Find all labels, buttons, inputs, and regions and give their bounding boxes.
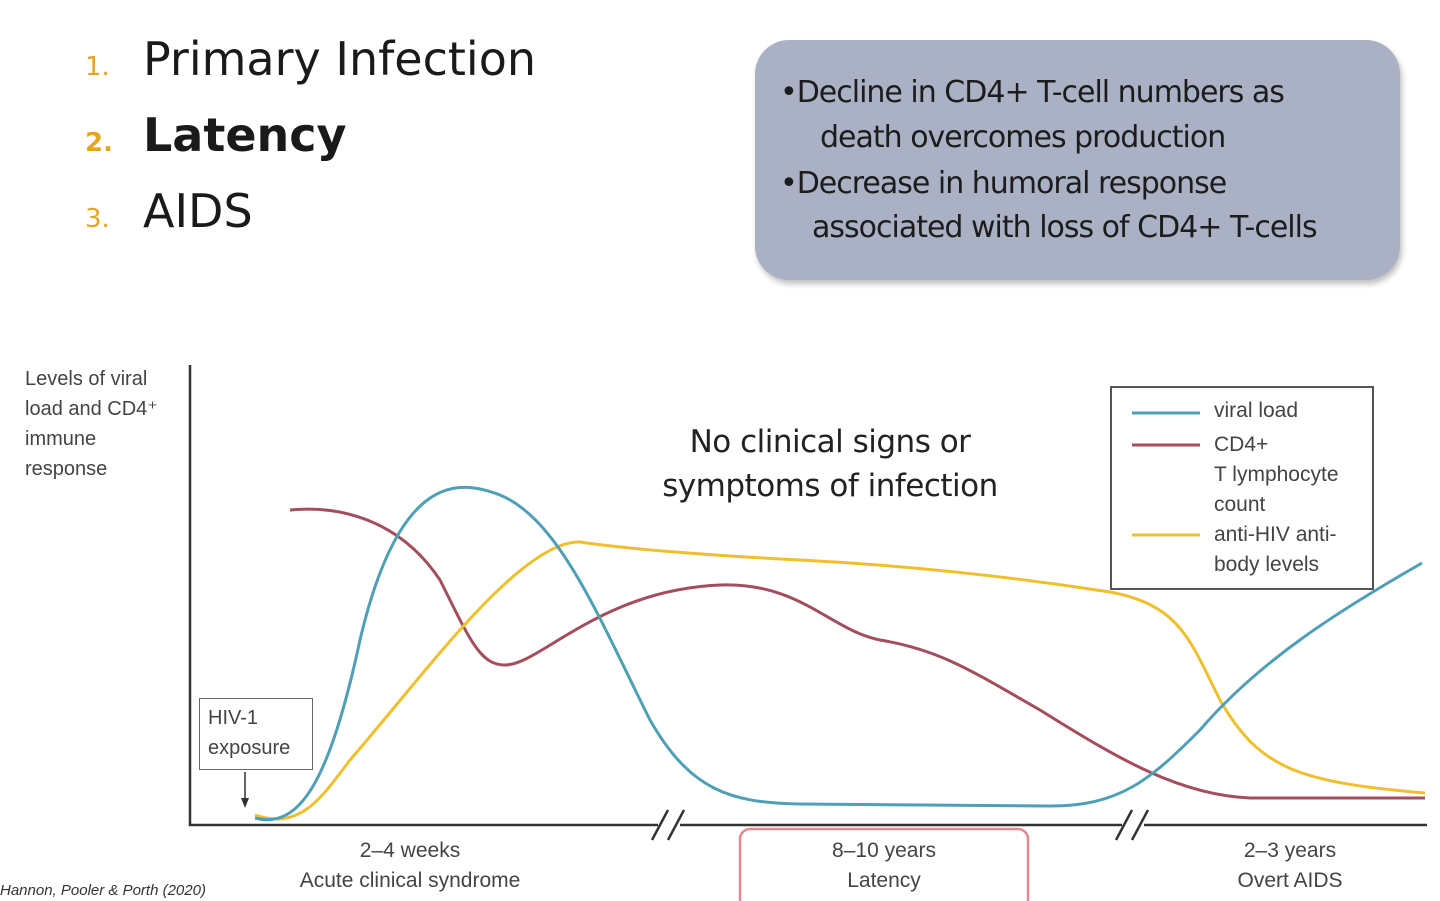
legend-label-cd4: count [1214, 493, 1266, 516]
legend-label-viral: viral load [1214, 399, 1299, 422]
axis-break-2 [1114, 809, 1150, 841]
legend-label-cd4: CD4+ [1214, 433, 1269, 456]
legend-label-cd4: T lymphocyte [1214, 463, 1339, 486]
cd4-count-line [289, 507, 1425, 800]
legend: viral load CD4+ T lymphocyte count anti-… [1110, 386, 1374, 590]
y-axis-label: Levels of viral load and CD4⁺ immune res… [25, 368, 158, 480]
callout-line: death overcomes production [820, 120, 1226, 155]
stage-2: 2. Latency [85, 108, 347, 162]
phase-aids: 2–3 years Overt AIDS [1237, 839, 1343, 892]
stage-number: 1. [85, 52, 110, 82]
hiv-exposure-label: HIV-1 exposure [199, 698, 313, 770]
phase-latency: 8–10 years Latency [832, 839, 936, 892]
citation: Hannon, Pooler & Porth (2020) [0, 882, 206, 899]
antibody-level-line [254, 540, 1426, 821]
callout-line: •Decrease in humoral response [780, 166, 1227, 201]
latency-callout: •Decline in CD4+ T-cell numbers as death… [755, 40, 1400, 280]
phase-acute: 2–4 weeks Acute clinical syndrome [299, 839, 521, 892]
stage-label: AIDS [143, 184, 253, 238]
callout-line: associated with loss of CD4+ T-cells [812, 210, 1318, 245]
stage-number: 3. [85, 204, 110, 234]
latency-highlight-box [738, 827, 1030, 901]
stage-3: 3. AIDS [85, 184, 253, 238]
latency-annotation: No clinical signs or symptoms of infecti… [662, 424, 998, 504]
stage-number: 2. [85, 128, 113, 158]
callout-line: •Decline in CD4+ T-cell numbers as [780, 75, 1285, 110]
legend-label-antibody: body levels [1214, 553, 1320, 576]
legend-label-antibody: anti-HIV anti- [1214, 523, 1337, 546]
viral-load-line [254, 486, 1423, 822]
stage-label: Primary Infection [143, 32, 536, 86]
stage-label: Latency [143, 108, 347, 162]
stage-1: 1. Primary Infection [85, 32, 536, 86]
axis-break-1 [650, 809, 686, 841]
exposure-arrow-head [241, 798, 249, 808]
